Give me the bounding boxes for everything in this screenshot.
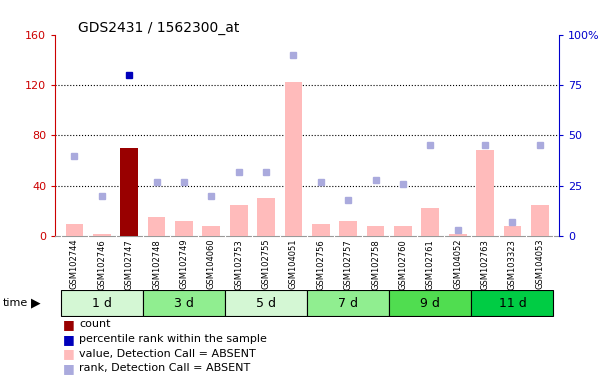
Text: ■: ■ <box>63 347 75 360</box>
Text: GSM104052: GSM104052 <box>453 239 462 290</box>
Text: GSM102753: GSM102753 <box>234 239 243 290</box>
Text: ■: ■ <box>63 362 75 375</box>
Bar <box>307 290 389 316</box>
Bar <box>230 205 248 236</box>
Text: percentile rank within the sample: percentile rank within the sample <box>79 334 267 344</box>
Bar <box>257 199 275 236</box>
Bar <box>61 290 143 316</box>
Bar <box>312 223 330 236</box>
Text: GSM102755: GSM102755 <box>261 239 270 290</box>
Text: GSM102757: GSM102757 <box>344 239 353 290</box>
Text: GSM102761: GSM102761 <box>426 239 435 290</box>
Bar <box>471 290 554 316</box>
Bar <box>504 226 521 236</box>
Bar <box>340 221 357 236</box>
Bar <box>66 223 84 236</box>
Text: GSM102758: GSM102758 <box>371 239 380 290</box>
Bar <box>225 290 307 316</box>
Text: rank, Detection Call = ABSENT: rank, Detection Call = ABSENT <box>79 363 251 373</box>
Bar <box>175 221 193 236</box>
Bar <box>531 205 549 236</box>
Text: GSM102760: GSM102760 <box>398 239 407 290</box>
Bar <box>203 226 220 236</box>
Bar <box>367 226 385 236</box>
Text: GSM102746: GSM102746 <box>97 239 106 290</box>
Text: GSM102748: GSM102748 <box>152 239 161 290</box>
Bar <box>93 233 111 236</box>
Text: 5 d: 5 d <box>256 297 276 310</box>
Text: 3 d: 3 d <box>174 297 194 310</box>
Text: GSM102749: GSM102749 <box>180 239 189 290</box>
Bar <box>389 290 471 316</box>
Text: GSM104060: GSM104060 <box>207 239 216 290</box>
Text: ■: ■ <box>63 318 75 331</box>
Bar <box>148 217 165 236</box>
Text: GSM102747: GSM102747 <box>124 239 133 290</box>
Text: 7 d: 7 d <box>338 297 358 310</box>
Text: 11 d: 11 d <box>498 297 526 310</box>
Bar <box>449 233 466 236</box>
Text: GSM104051: GSM104051 <box>289 239 298 290</box>
Text: value, Detection Call = ABSENT: value, Detection Call = ABSENT <box>79 349 256 359</box>
Bar <box>421 209 439 236</box>
Text: GSM103323: GSM103323 <box>508 239 517 290</box>
Text: 9 d: 9 d <box>420 297 440 310</box>
Text: GSM102756: GSM102756 <box>316 239 325 290</box>
Text: count: count <box>79 319 111 329</box>
Bar <box>394 226 412 236</box>
Text: 1 d: 1 d <box>92 297 112 310</box>
Bar <box>120 148 138 236</box>
Text: GDS2431 / 1562300_at: GDS2431 / 1562300_at <box>78 21 240 35</box>
Text: GSM102744: GSM102744 <box>70 239 79 290</box>
Text: ▶: ▶ <box>31 297 41 310</box>
Text: ■: ■ <box>63 333 75 346</box>
Text: GSM104053: GSM104053 <box>535 239 545 290</box>
Bar <box>284 83 302 236</box>
Text: GSM102763: GSM102763 <box>481 239 490 290</box>
Bar <box>143 290 225 316</box>
Text: time: time <box>3 298 28 308</box>
Bar <box>476 151 494 236</box>
